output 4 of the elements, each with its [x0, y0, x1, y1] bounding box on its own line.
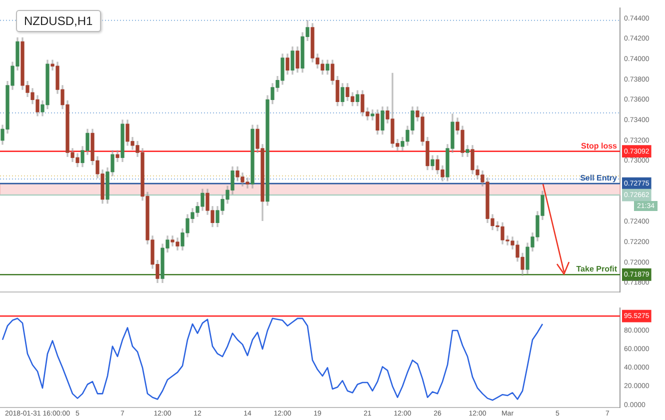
text: NZDUSD,H1 [16, 10, 101, 32]
ref-line-label: Sell Entry [580, 174, 618, 183]
ref-line-label: Take Profit [576, 264, 618, 274]
ref-line-label: Stop loss [580, 141, 618, 150]
